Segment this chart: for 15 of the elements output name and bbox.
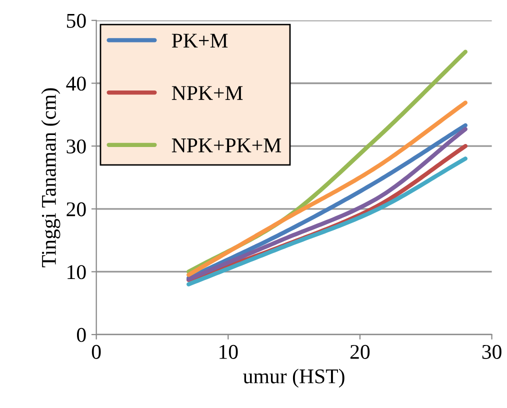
x-tick-label: 0 xyxy=(92,344,101,359)
x-tick-label: 10 xyxy=(220,344,238,359)
legend-label: NPK+PK+M xyxy=(172,138,282,152)
y-tick-label: 20 xyxy=(66,202,86,216)
y-tick-label: 40 xyxy=(66,76,86,91)
legend-label: NPK+M xyxy=(172,86,243,100)
x-tick-label: 20 xyxy=(350,344,370,359)
y-tick-label: 30 xyxy=(66,139,86,154)
y-tick-label: 0 xyxy=(76,328,86,342)
legend-label: PK+M xyxy=(172,34,228,48)
y-axis-title: Tinggi Tanaman (cm) xyxy=(41,88,60,268)
y-tick-label: 10 xyxy=(68,265,86,280)
y-tick-label: 50 xyxy=(66,14,86,28)
x-tick-label: 30 xyxy=(482,344,502,359)
x-axis-title: umur (HST) xyxy=(243,368,344,388)
